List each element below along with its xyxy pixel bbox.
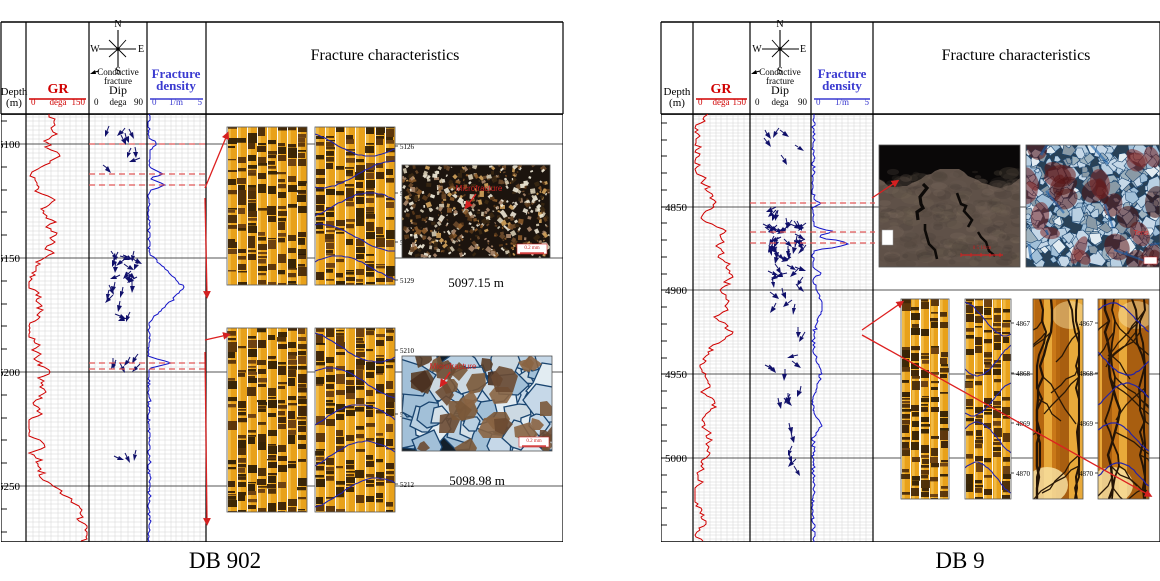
- svg-text:0: 0: [94, 97, 99, 107]
- svg-text:(m): (m): [669, 97, 685, 109]
- svg-text:Dip: Dip: [771, 83, 789, 97]
- svg-text:5: 5: [198, 97, 203, 107]
- svg-text:0: 0: [31, 97, 36, 107]
- svg-text:0: 0: [816, 97, 821, 107]
- svg-text:E: E: [138, 44, 144, 55]
- svg-text:5212: 5212: [400, 481, 415, 489]
- svg-text:4868: 4868: [1016, 370, 1031, 378]
- svg-text:1/m: 1/m: [835, 97, 849, 107]
- svg-text:Fracture characteristics: Fracture characteristics: [311, 47, 460, 64]
- svg-text:5000: 5000: [665, 453, 688, 465]
- svg-text:Tens: Tens: [1134, 230, 1149, 237]
- svg-text:150: 150: [733, 97, 747, 107]
- svg-text:5200: 5200: [0, 367, 21, 379]
- svg-text:0: 0: [152, 97, 157, 107]
- svg-text:N: N: [114, 19, 121, 30]
- svg-text:0: 0: [698, 97, 703, 107]
- svg-text:0: 0: [755, 97, 760, 107]
- svg-text:dega: dega: [713, 97, 730, 107]
- svg-text:5097.15 m: 5097.15 m: [448, 275, 504, 290]
- svg-text:5098.98 m: 5098.98 m: [449, 473, 505, 488]
- svg-text:5129: 5129: [400, 277, 415, 285]
- svg-text:4868: 4868: [1079, 370, 1094, 378]
- svg-text:Fracture characteristics: Fracture characteristics: [942, 47, 1091, 64]
- svg-text:DB 9: DB 9: [935, 548, 984, 573]
- svg-text:90: 90: [798, 97, 808, 107]
- svg-text:4867: 4867: [1016, 320, 1031, 328]
- svg-text:4870: 4870: [1016, 470, 1031, 478]
- svg-text:dega: dega: [772, 97, 789, 107]
- svg-text:DB 902: DB 902: [189, 548, 261, 573]
- svg-text:E: E: [800, 44, 806, 55]
- svg-text:4950: 4950: [665, 369, 688, 381]
- svg-text:150: 150: [72, 97, 86, 107]
- svg-text:4869: 4869: [1079, 420, 1094, 428]
- svg-text:4869: 4869: [1016, 420, 1031, 428]
- svg-text:0.2 mm: 0.2 mm: [524, 246, 539, 251]
- svg-text:density: density: [822, 78, 862, 93]
- svg-text:5100: 5100: [0, 139, 21, 151]
- svg-text:5210: 5210: [400, 347, 415, 355]
- svg-text:GR: GR: [48, 82, 70, 97]
- svg-text:4870: 4870: [1079, 470, 1094, 478]
- svg-text:W: W: [752, 44, 762, 55]
- svg-text:(m): (m): [6, 97, 22, 109]
- svg-text:5126: 5126: [400, 143, 415, 151]
- svg-text:W: W: [90, 44, 100, 55]
- svg-text:Microfracture: Microfracture: [430, 362, 477, 371]
- svg-text:Microfracture: Microfracture: [456, 184, 503, 193]
- svg-text:0 5 10cm: 0 5 10cm: [973, 246, 992, 251]
- svg-text:5250: 5250: [0, 481, 21, 493]
- svg-text:N: N: [776, 19, 783, 30]
- svg-text:4900: 4900: [665, 285, 688, 297]
- svg-text:1/m: 1/m: [169, 97, 183, 107]
- svg-text:dega: dega: [50, 97, 67, 107]
- svg-text:5150: 5150: [0, 253, 21, 265]
- svg-text:0.2 mm: 0.2 mm: [526, 439, 541, 444]
- svg-text:GR: GR: [711, 82, 733, 97]
- svg-text:Dip: Dip: [109, 83, 127, 97]
- svg-text:density: density: [156, 78, 196, 93]
- svg-text:90: 90: [134, 97, 144, 107]
- svg-text:5: 5: [865, 97, 870, 107]
- svg-text:4850: 4850: [665, 202, 688, 214]
- svg-text:4867: 4867: [1079, 320, 1094, 328]
- svg-text:dega: dega: [110, 97, 127, 107]
